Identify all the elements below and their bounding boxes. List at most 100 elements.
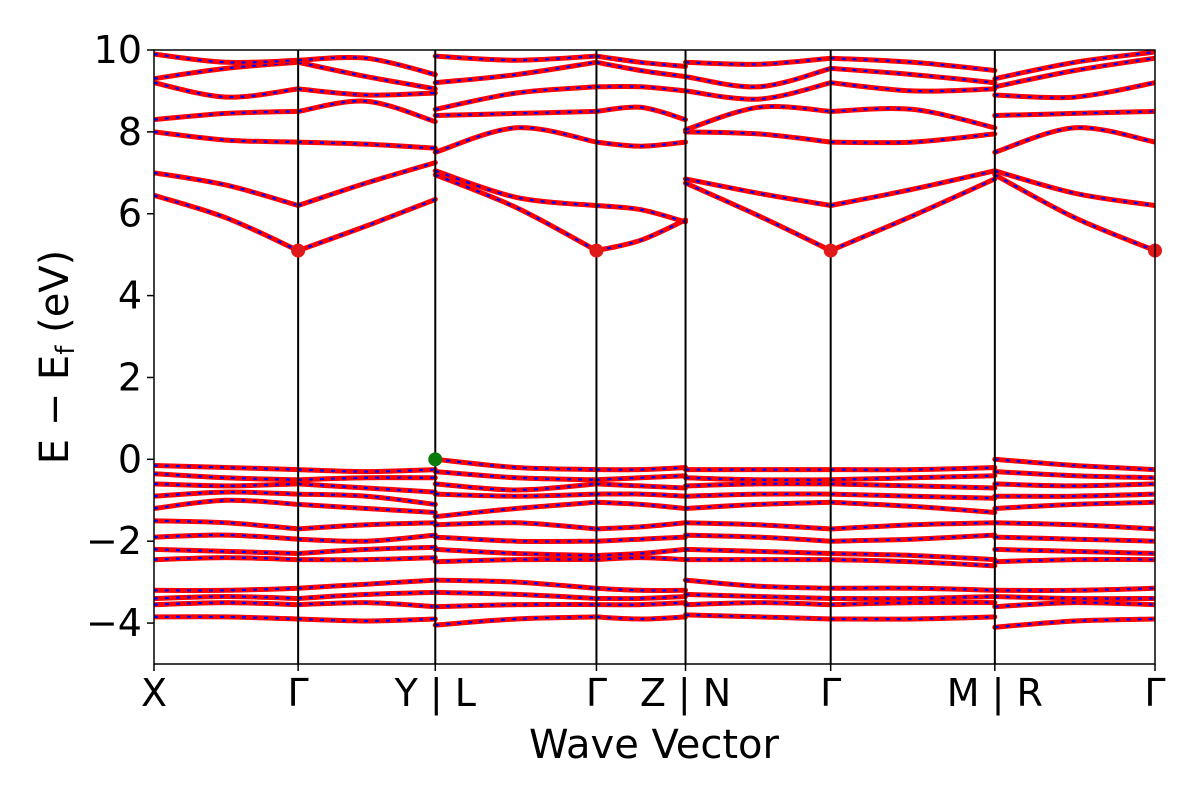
vbm-marker — [428, 452, 443, 467]
band-segment-overlay — [298, 482, 436, 494]
band-line — [154, 518, 1155, 532]
band-segment-overlay — [596, 501, 686, 510]
kpoint-lines — [297, 50, 996, 664]
band-segment-overlay — [435, 85, 597, 111]
x-tick-label: Γ — [586, 671, 607, 715]
band-segment-overlay — [830, 177, 996, 252]
band-line — [154, 489, 1155, 507]
band-segment — [683, 481, 834, 489]
band-segment — [432, 491, 599, 499]
band-segment — [992, 50, 1155, 82]
band-segment-overlay — [596, 482, 686, 490]
band-segment — [683, 65, 834, 90]
band-segment-overlay — [830, 466, 995, 471]
band-segment-overlay — [830, 521, 995, 530]
band-segment — [154, 463, 301, 473]
band-segment — [432, 108, 599, 118]
cbm-marker — [589, 243, 604, 258]
band-segment-overlay — [685, 105, 831, 131]
band-segment-overlay — [596, 474, 686, 481]
y-axis-title-unit: (eV) — [32, 250, 78, 346]
band-segment-overlay — [298, 468, 436, 473]
band-segment — [154, 129, 301, 145]
plot-frame — [153, 49, 1156, 665]
band-segment-overlay — [830, 615, 995, 621]
bands-layer — [154, 50, 1155, 630]
band-segment — [154, 51, 301, 66]
band-segment-overlay — [298, 56, 436, 76]
band-segment-overlay — [830, 587, 995, 592]
band-segment-overlay — [994, 536, 1155, 543]
y-tick-label: −2 — [86, 519, 142, 563]
band-segment-overlay — [298, 534, 436, 543]
band-line — [154, 544, 1155, 563]
y-tick-label: 10 — [94, 28, 142, 72]
band-segment — [432, 577, 599, 591]
band-segment-overlay — [298, 503, 436, 514]
band-segment — [432, 125, 599, 155]
cbm-marker — [291, 243, 306, 258]
band-segment — [154, 546, 301, 556]
band-line — [154, 456, 1155, 475]
band-segment — [683, 55, 834, 67]
band-segment-overlay — [830, 474, 995, 481]
band-segment — [828, 168, 998, 208]
band-segment-overlay — [830, 107, 996, 129]
y-tick-label: 8 — [118, 110, 142, 154]
band-segment — [683, 491, 834, 499]
band-segment-overlay — [994, 173, 1155, 252]
band-segment — [432, 469, 599, 483]
band-segment-overlay — [994, 595, 1155, 600]
band-segment-overlay — [994, 482, 1155, 488]
band-segment-overlay — [994, 110, 1155, 117]
band-segment — [154, 489, 301, 499]
band-segment — [154, 497, 301, 511]
band-segment-overlay — [596, 521, 686, 530]
band-segment-overlay — [434, 169, 597, 207]
y-tick-label: 0 — [118, 437, 142, 481]
band-segment — [683, 80, 834, 102]
band-segment-overlay — [994, 558, 1155, 563]
band-line — [154, 98, 1155, 133]
band-segment — [432, 520, 599, 532]
band-segment — [432, 601, 599, 610]
band-segment — [683, 129, 834, 145]
band-segment — [593, 203, 688, 225]
band-segment-overlay — [830, 81, 995, 93]
band-segment — [828, 106, 998, 131]
band-segment — [154, 481, 301, 489]
band-segment — [154, 555, 301, 563]
band-segment-overlay — [994, 81, 1155, 99]
band-segment — [683, 546, 834, 556]
band-segment-overlay — [994, 601, 1155, 608]
band-segment-overlay — [994, 501, 1155, 510]
band-segment-overlay — [596, 466, 686, 471]
band-segment-overlay — [298, 556, 436, 561]
band-segment-overlay — [298, 476, 436, 481]
band-segment-overlay — [596, 218, 686, 252]
band-segment-overlay — [685, 181, 832, 252]
band-segment — [683, 591, 834, 601]
band-segment-overlay — [596, 61, 686, 78]
band-segment-overlay — [298, 546, 436, 555]
band-segment-overlay — [434, 173, 597, 252]
band-segment-overlay — [596, 601, 686, 606]
band-segment-overlay — [994, 169, 1155, 207]
band-segment — [154, 518, 301, 532]
band-segment — [683, 499, 834, 511]
band-segment — [154, 593, 301, 601]
band-segment — [683, 176, 834, 208]
band-segment — [683, 612, 834, 622]
band-segment-overlay — [596, 595, 686, 600]
band-segment-overlay — [830, 493, 995, 500]
band-segment — [154, 600, 301, 608]
band-segment — [683, 475, 834, 483]
band-segment-overlay — [596, 556, 686, 561]
band-segment — [432, 456, 599, 473]
band-segment — [432, 556, 599, 565]
band-segment — [432, 53, 599, 63]
band-segment — [432, 84, 599, 112]
band-segment-overlay — [830, 57, 995, 72]
y-tick-label: 2 — [118, 355, 142, 399]
band-segment — [154, 585, 301, 593]
